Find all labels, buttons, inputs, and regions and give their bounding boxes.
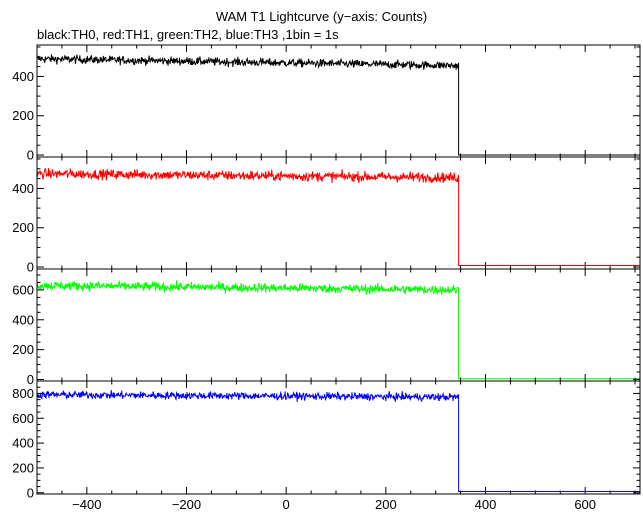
lightcurve-th2: [36, 280, 640, 380]
y-tick-label: 600: [12, 282, 34, 297]
x-tick-label: 0: [283, 497, 290, 512]
panel-th3: 0 200 400 600 800: [12, 380, 641, 500]
y-tick-label: 200: [12, 108, 34, 123]
x-tick-label: 400: [475, 497, 497, 512]
panel-frame: [36, 380, 641, 495]
y-tick-label: 400: [12, 436, 34, 451]
lightcurve-th1: [36, 168, 640, 266]
chart-subtitle: black:TH0, red:TH1, green:TH2, blue:TH3 …: [37, 27, 339, 42]
y-tick-label: 0: [27, 485, 34, 500]
panel-th1: 0 200 400: [12, 156, 641, 275]
y-tick-label: 200: [12, 342, 34, 357]
x-tick-label: −400: [72, 497, 101, 512]
x-tick-label: −200: [172, 497, 201, 512]
y-tick-label: 800: [12, 386, 34, 401]
y-tick-label: 0: [27, 148, 34, 163]
y-tick-label: 0: [27, 372, 34, 387]
y-tick-label: 0: [27, 260, 34, 275]
panel-th0: 0 200 400: [12, 44, 641, 163]
y-tick-label: 400: [12, 181, 34, 196]
x-tick-label: 200: [375, 497, 397, 512]
y-tick-label: 600: [12, 411, 34, 426]
y-tick-label: 400: [12, 312, 34, 327]
panel-th2: 0 200 400 600: [12, 268, 641, 387]
lightcurve-th0: [36, 54, 640, 156]
y-tick-label: 200: [12, 220, 34, 235]
y-tick-label: 200: [12, 460, 34, 475]
x-tick-label: 600: [574, 497, 596, 512]
lightcurve-th3: [36, 390, 640, 493]
chart-title: WAM T1 Lightcurve (y−axis: Counts): [215, 9, 428, 24]
y-tick-label: 400: [12, 69, 34, 84]
panel-frame: [36, 156, 641, 270]
